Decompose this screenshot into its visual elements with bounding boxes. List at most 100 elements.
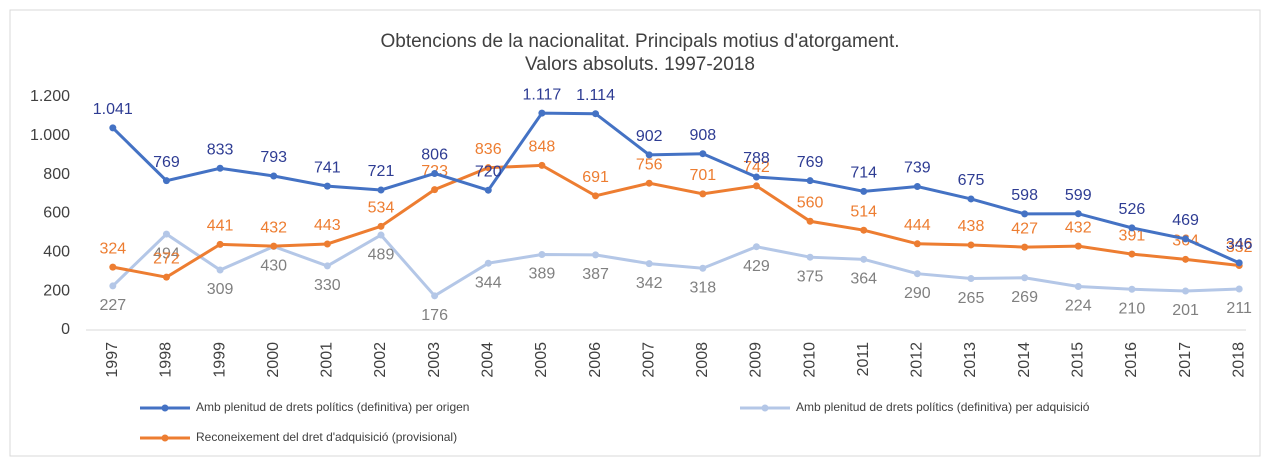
x-tick-label: 1999: [211, 342, 228, 378]
data-label: 1.041: [93, 101, 133, 118]
point: [592, 251, 600, 259]
point: [699, 150, 707, 158]
point: [323, 240, 331, 248]
point: [806, 253, 814, 261]
x-tick-label: 2008: [694, 342, 711, 378]
x-tick-label: 2007: [640, 342, 657, 378]
data-label: 438: [958, 218, 985, 235]
point: [377, 222, 385, 230]
data-label: 902: [636, 128, 663, 145]
data-label: 443: [314, 217, 341, 234]
data-label: 227: [99, 297, 126, 314]
data-label: 526: [1119, 201, 1146, 218]
data-label: 432: [1065, 219, 1092, 236]
data-label: 309: [207, 281, 234, 298]
point: [592, 110, 600, 118]
point: [162, 177, 170, 185]
data-label: 387: [582, 266, 609, 283]
y-tick-label: 1.000: [30, 127, 70, 144]
point: [1021, 243, 1029, 251]
data-label: 806: [421, 147, 448, 164]
legend-label: Reconeixement del dret d'adquisició (pro…: [196, 430, 457, 444]
point: [913, 240, 921, 248]
data-label: 534: [368, 200, 395, 217]
data-label: 318: [689, 279, 716, 296]
point: [913, 270, 921, 278]
data-label: 560: [797, 194, 824, 211]
point: [431, 292, 439, 300]
legend-label: Amb plenitud de drets polítics (definiti…: [196, 400, 469, 414]
data-label: 793: [260, 149, 287, 166]
point: [1128, 250, 1136, 258]
data-label: 701: [689, 167, 716, 184]
x-tick-label: 2013: [962, 342, 979, 378]
point: [216, 240, 224, 248]
x-tick-label: 1998: [158, 342, 175, 378]
point: [109, 124, 117, 132]
point: [484, 259, 492, 267]
point: [806, 177, 814, 185]
data-label: 211: [1226, 300, 1252, 317]
point: [860, 226, 868, 234]
point: [1128, 285, 1136, 293]
data-label: 444: [904, 217, 931, 234]
data-label: 788: [743, 150, 770, 167]
x-tick-label: 2009: [748, 342, 765, 378]
point: [913, 183, 921, 191]
legend-label: Amb plenitud de drets polítics (definiti…: [796, 400, 1090, 414]
y-tick-label: 600: [43, 205, 70, 222]
data-label: 432: [260, 219, 287, 236]
point: [1235, 259, 1243, 267]
y-tick-label: 1.200: [30, 88, 70, 105]
legend-marker: [161, 404, 169, 412]
data-label: 720: [475, 163, 502, 180]
point: [538, 161, 546, 169]
point: [109, 282, 117, 290]
point: [162, 230, 170, 238]
data-label: 739: [904, 160, 931, 177]
point: [967, 241, 975, 249]
data-label: 836: [475, 141, 502, 158]
chart-subtitle: Valors absoluts. 1997-2018: [525, 54, 755, 75]
point: [1128, 224, 1136, 232]
line: [112, 163, 1240, 279]
x-tick-label: 2018: [1230, 342, 1247, 378]
data-label: 344: [475, 274, 502, 291]
point: [323, 262, 331, 270]
data-label: 742: [743, 159, 770, 176]
data-label: 769: [797, 154, 824, 171]
data-label: 848: [529, 139, 556, 156]
x-tick-label: 2002: [372, 342, 389, 378]
data-label: 346: [1226, 236, 1253, 253]
point: [752, 173, 760, 181]
data-label: 391: [1119, 227, 1146, 244]
point: [484, 164, 492, 172]
point: [1182, 287, 1190, 295]
point: [377, 231, 385, 239]
data-label: 489: [368, 246, 395, 263]
point: [645, 151, 653, 159]
data-label: 721: [368, 163, 395, 180]
x-tick-label: 2016: [1123, 342, 1140, 378]
data-label: 265: [958, 290, 985, 307]
x-tick-label: 2012: [909, 342, 926, 378]
point: [109, 263, 117, 271]
x-tick-label: 2006: [587, 342, 604, 378]
point: [1074, 242, 1082, 250]
data-label: 441: [207, 218, 234, 235]
data-label: 494: [153, 245, 180, 262]
point: [967, 195, 975, 203]
data-label: 201: [1172, 302, 1199, 319]
point: [1021, 274, 1029, 282]
y-tick-label: 200: [43, 282, 70, 299]
point: [592, 192, 600, 200]
x-tick-label: 1997: [104, 342, 121, 378]
point: [806, 217, 814, 225]
x-tick-label: 2010: [801, 342, 818, 378]
x-tick-label: 2017: [1177, 342, 1194, 378]
x-tick-label: 2015: [1069, 342, 1086, 378]
data-label: 675: [958, 172, 985, 189]
legend-marker: [161, 434, 169, 442]
data-label: 224: [1065, 298, 1092, 315]
